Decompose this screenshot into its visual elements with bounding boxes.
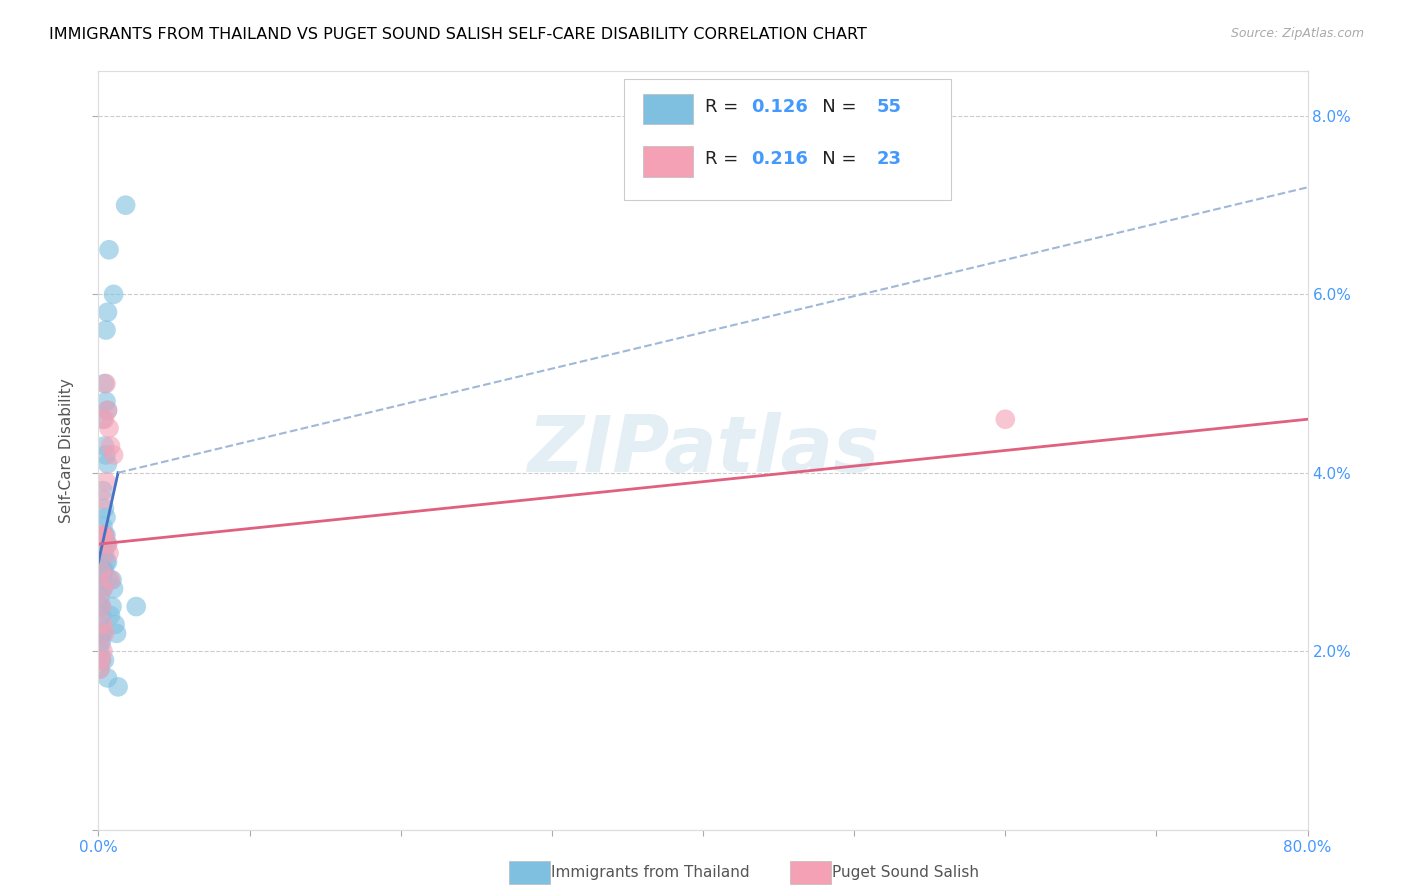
Point — [114, 198, 136, 212]
Point — [90, 528, 112, 542]
FancyBboxPatch shape — [643, 95, 693, 125]
Text: 23: 23 — [877, 150, 903, 168]
Point — [91, 546, 114, 560]
Point — [90, 608, 112, 623]
Point — [90, 599, 112, 614]
Point — [105, 626, 128, 640]
Point — [91, 564, 114, 578]
Point — [100, 439, 122, 453]
Point — [94, 323, 117, 337]
Point — [89, 644, 111, 658]
Point — [91, 617, 114, 632]
FancyBboxPatch shape — [624, 79, 950, 201]
Point — [89, 617, 111, 632]
Point — [90, 653, 112, 667]
Point — [107, 680, 129, 694]
Point — [90, 653, 112, 667]
Point — [93, 412, 115, 426]
Text: N =: N = — [804, 150, 862, 168]
Point — [93, 439, 115, 453]
Point — [91, 582, 114, 596]
Point — [96, 457, 118, 471]
Point — [96, 403, 118, 417]
Point — [91, 644, 114, 658]
Point — [91, 528, 114, 542]
Point — [96, 671, 118, 685]
Point — [103, 287, 125, 301]
Text: 0.216: 0.216 — [751, 150, 808, 168]
Point — [98, 573, 121, 587]
Point — [93, 528, 115, 542]
Point — [98, 243, 121, 257]
FancyBboxPatch shape — [643, 146, 693, 177]
Point — [89, 591, 111, 605]
Text: N =: N = — [804, 98, 862, 116]
Point — [93, 564, 115, 578]
Point — [100, 573, 122, 587]
Point — [91, 412, 114, 426]
Point — [91, 492, 114, 507]
Point — [89, 599, 111, 614]
Point — [89, 635, 111, 649]
Point — [90, 573, 112, 587]
Point — [90, 555, 112, 569]
Text: Source: ZipAtlas.com: Source: ZipAtlas.com — [1230, 27, 1364, 40]
Point — [91, 519, 114, 533]
Point — [91, 528, 114, 542]
Text: IMMIGRANTS FROM THAILAND VS PUGET SOUND SALISH SELF-CARE DISABILITY CORRELATION : IMMIGRANTS FROM THAILAND VS PUGET SOUND … — [49, 27, 868, 42]
Point — [994, 412, 1017, 426]
Point — [93, 528, 115, 542]
Point — [91, 483, 114, 498]
Point — [94, 537, 117, 551]
Point — [93, 501, 115, 516]
Point — [90, 635, 112, 649]
Point — [98, 546, 121, 560]
Point — [93, 376, 115, 391]
Point — [94, 448, 117, 462]
Point — [100, 608, 122, 623]
Point — [94, 528, 117, 542]
Point — [89, 662, 111, 676]
Point — [101, 599, 124, 614]
Point — [93, 546, 115, 560]
Text: Puget Sound Salish: Puget Sound Salish — [832, 865, 980, 880]
Point — [94, 555, 117, 569]
Point — [91, 626, 114, 640]
Point — [94, 475, 117, 489]
Point — [91, 582, 114, 596]
Y-axis label: Self-Care Disability: Self-Care Disability — [59, 378, 75, 523]
Text: 0.126: 0.126 — [751, 98, 808, 116]
Point — [103, 448, 125, 462]
Point — [94, 510, 117, 524]
Point — [96, 305, 118, 319]
Point — [93, 626, 115, 640]
Text: R =: R = — [706, 150, 744, 168]
Point — [94, 376, 117, 391]
Point — [125, 599, 148, 614]
Point — [90, 537, 112, 551]
Point — [90, 564, 112, 578]
Point — [96, 555, 118, 569]
Point — [96, 537, 118, 551]
Point — [94, 394, 117, 409]
Point — [90, 599, 112, 614]
Point — [96, 403, 118, 417]
Point — [98, 421, 121, 435]
Point — [93, 653, 115, 667]
Point — [90, 582, 112, 596]
Point — [104, 617, 127, 632]
Point — [90, 626, 112, 640]
Text: Immigrants from Thailand: Immigrants from Thailand — [551, 865, 749, 880]
Text: R =: R = — [706, 98, 744, 116]
Text: ZIPatlas: ZIPatlas — [527, 412, 879, 489]
Point — [96, 537, 118, 551]
Point — [103, 582, 125, 596]
Point — [101, 573, 124, 587]
Point — [89, 662, 111, 676]
Text: 55: 55 — [877, 98, 903, 116]
